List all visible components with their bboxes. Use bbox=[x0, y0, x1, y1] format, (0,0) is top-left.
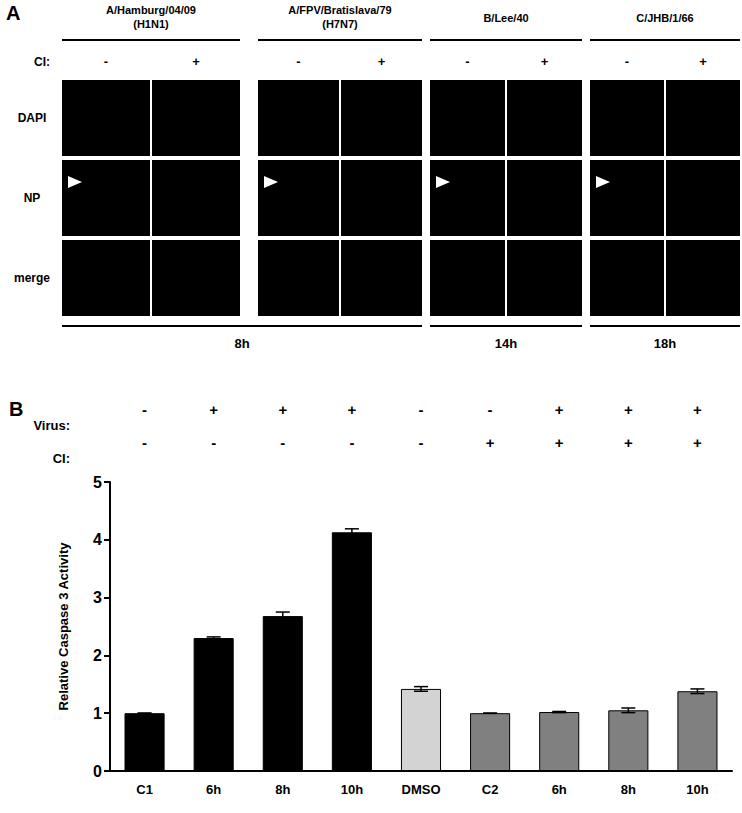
svg-text:+: + bbox=[699, 54, 707, 69]
svg-text:18h: 18h bbox=[654, 336, 676, 351]
svg-text:-: - bbox=[625, 54, 629, 69]
svg-text:C/JHB/1/66: C/JHB/1/66 bbox=[636, 12, 693, 24]
svg-text:DMSO: DMSO bbox=[402, 782, 441, 797]
svg-text:+: + bbox=[541, 54, 549, 69]
svg-text:-: - bbox=[465, 54, 469, 69]
svg-text:10h: 10h bbox=[341, 782, 363, 797]
svg-text:10h: 10h bbox=[686, 782, 708, 797]
svg-text:-: - bbox=[419, 434, 424, 451]
svg-text:-: - bbox=[419, 401, 424, 418]
svg-text:+: + bbox=[192, 54, 200, 69]
svg-text:(H1N1): (H1N1) bbox=[133, 18, 169, 30]
svg-text:CI:: CI: bbox=[34, 55, 50, 69]
svg-text:+: + bbox=[348, 401, 357, 418]
svg-text:+: + bbox=[555, 434, 564, 451]
svg-text:+: + bbox=[624, 434, 633, 451]
svg-text:8h: 8h bbox=[621, 782, 636, 797]
svg-text:NP: NP bbox=[24, 191, 41, 205]
svg-text:(H7N7): (H7N7) bbox=[322, 18, 358, 30]
svg-text:8h: 8h bbox=[234, 336, 249, 351]
svg-text:Relative Caspase 3 Activity: Relative Caspase 3 Activity bbox=[56, 542, 71, 711]
svg-text:-: - bbox=[104, 54, 108, 69]
svg-text:C1: C1 bbox=[136, 782, 153, 797]
svg-text:Virus:: Virus: bbox=[33, 418, 70, 433]
svg-text:14h: 14h bbox=[495, 336, 517, 351]
svg-text:+: + bbox=[378, 54, 386, 69]
svg-text:A/FPV/Bratislava/79: A/FPV/Bratislava/79 bbox=[288, 4, 391, 16]
svg-text:8h: 8h bbox=[275, 782, 290, 797]
svg-text:merge: merge bbox=[14, 271, 50, 285]
svg-text:6h: 6h bbox=[206, 782, 221, 797]
svg-text:0: 0 bbox=[93, 763, 102, 780]
svg-text:6h: 6h bbox=[552, 782, 567, 797]
svg-text:+: + bbox=[555, 401, 564, 418]
svg-text:-: - bbox=[142, 401, 147, 418]
svg-text:1: 1 bbox=[93, 705, 102, 722]
svg-text:+: + bbox=[624, 401, 633, 418]
svg-text:-: - bbox=[280, 434, 285, 451]
svg-text:+: + bbox=[209, 401, 218, 418]
svg-text:+: + bbox=[278, 401, 287, 418]
svg-text:+: + bbox=[693, 401, 702, 418]
svg-text:A/Hamburg/04/09: A/Hamburg/04/09 bbox=[106, 4, 196, 16]
svg-text:4: 4 bbox=[93, 531, 102, 548]
svg-text:-: - bbox=[211, 434, 216, 451]
svg-text:+: + bbox=[486, 434, 495, 451]
svg-text:-: - bbox=[142, 434, 147, 451]
svg-text:-: - bbox=[296, 54, 300, 69]
svg-text:2: 2 bbox=[93, 647, 102, 664]
svg-text:CI:: CI: bbox=[53, 451, 70, 466]
svg-text:3: 3 bbox=[93, 589, 102, 606]
svg-text:-: - bbox=[349, 434, 354, 451]
svg-text:C2: C2 bbox=[482, 782, 499, 797]
svg-text:A: A bbox=[6, 2, 20, 24]
svg-text:5: 5 bbox=[93, 474, 102, 491]
svg-text:B/Lee/40: B/Lee/40 bbox=[483, 12, 528, 24]
svg-text:-: - bbox=[488, 401, 493, 418]
svg-text:+: + bbox=[693, 434, 702, 451]
svg-text:B: B bbox=[9, 398, 23, 420]
svg-text:DAPI: DAPI bbox=[18, 111, 47, 125]
